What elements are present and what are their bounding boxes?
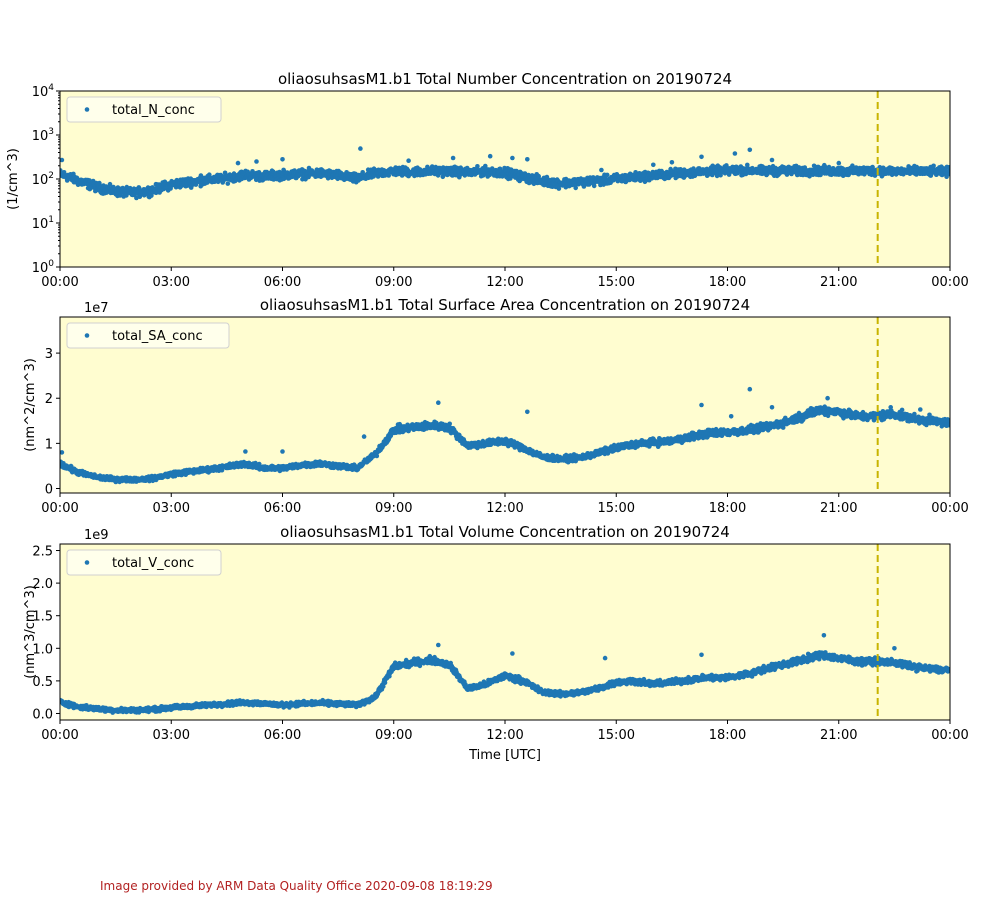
data-point-spike	[358, 146, 363, 151]
data-point-spike	[525, 157, 530, 162]
data-point-spike	[487, 153, 493, 159]
legend-label: total_N_conc	[112, 103, 195, 118]
data-point-spike	[699, 154, 704, 160]
data-point	[573, 185, 578, 191]
y-tick-exponent: 2	[48, 171, 54, 181]
data-point-spike	[669, 160, 675, 165]
data-point-spike	[651, 162, 656, 168]
data-point-spike	[732, 151, 738, 156]
data-point	[447, 421, 453, 427]
y-tick-exponent: 1	[48, 215, 54, 225]
data-point-spike	[198, 173, 204, 178]
data-point	[931, 163, 936, 169]
chart-title: oliaosuhsasM1.b1 Total Number Concentrat…	[278, 70, 732, 88]
data-points	[60, 386, 950, 485]
data-point	[429, 164, 435, 169]
data-point-spike	[450, 155, 456, 161]
y-tick-base: 10	[32, 85, 49, 100]
x-tick-label: 18:00	[709, 275, 746, 290]
x-tick-label: 15:00	[598, 275, 635, 290]
data-point	[360, 170, 366, 175]
y-tick-exponent: 4	[48, 83, 54, 93]
data-point	[193, 182, 199, 187]
data-point	[757, 428, 762, 434]
x-tick-label: 06:00	[264, 275, 301, 290]
y-tick-base: 10	[32, 129, 49, 144]
chart-panel-2: 00:00 03:00 06:00 09:00 12:00 15:00 18:00 21:00…	[23, 296, 969, 516]
data-point-spike	[599, 167, 604, 173]
data-points	[60, 146, 950, 201]
x-tick-label: 21:00	[820, 275, 857, 290]
data-point	[947, 172, 950, 177]
legend-box	[66, 96, 222, 123]
legend-marker	[84, 107, 90, 112]
y-tick-label: 100	[32, 259, 55, 276]
data-point	[745, 162, 750, 168]
data-point	[556, 186, 562, 191]
data-point-spike	[280, 157, 285, 162]
data-point	[581, 184, 587, 189]
y-tick-base: 10	[32, 217, 49, 232]
data-point-spike	[60, 157, 65, 163]
y-tick-label: 102	[32, 171, 54, 188]
data-point-spike	[235, 160, 241, 166]
data-point	[850, 163, 855, 168]
data-point	[604, 172, 610, 178]
data-point	[207, 172, 212, 177]
data-point	[107, 181, 113, 187]
data-point	[591, 183, 597, 189]
data-point-spike	[769, 157, 775, 163]
data-point	[374, 453, 380, 459]
data-point	[386, 173, 392, 178]
y-tick-base: 10	[32, 173, 49, 188]
x-tick-label: 09:00	[375, 275, 412, 290]
data-point	[853, 165, 859, 170]
data-point	[536, 174, 541, 179]
data-point-spike	[510, 155, 515, 161]
data-point-spike	[254, 159, 259, 164]
chart-panel-1: 00:00 03:00 06:00 09:00 12:00 15:00 18:00 21:00…	[6, 70, 969, 290]
x-tick-label: 00:00	[41, 275, 78, 290]
y-tick-label: 101	[32, 215, 54, 232]
y-tick-label: 103	[32, 127, 54, 144]
y-tick-exponent: 3	[48, 127, 54, 137]
data-point	[475, 164, 480, 169]
x-tick-label: 00:00	[931, 275, 968, 290]
data-point	[483, 163, 488, 169]
data-point-spike	[836, 160, 842, 166]
data-point-spike	[747, 147, 753, 153]
data-point	[870, 164, 875, 170]
data-point	[544, 174, 550, 180]
legend: total_N_conc	[66, 96, 222, 123]
x-tick-label: 03:00	[153, 275, 190, 290]
y-axis-label: (1/cm^3)	[6, 148, 21, 210]
data-point	[947, 165, 950, 170]
x-tick-label: 12:00	[486, 275, 523, 290]
y-tick-exponent: 0	[48, 259, 54, 269]
data-point	[149, 193, 154, 198]
data-point-spike	[406, 158, 411, 163]
data-point	[87, 178, 92, 183]
y-tick-label: 104	[32, 83, 55, 100]
y-tick-base: 10	[32, 261, 49, 276]
data-point	[225, 181, 231, 186]
